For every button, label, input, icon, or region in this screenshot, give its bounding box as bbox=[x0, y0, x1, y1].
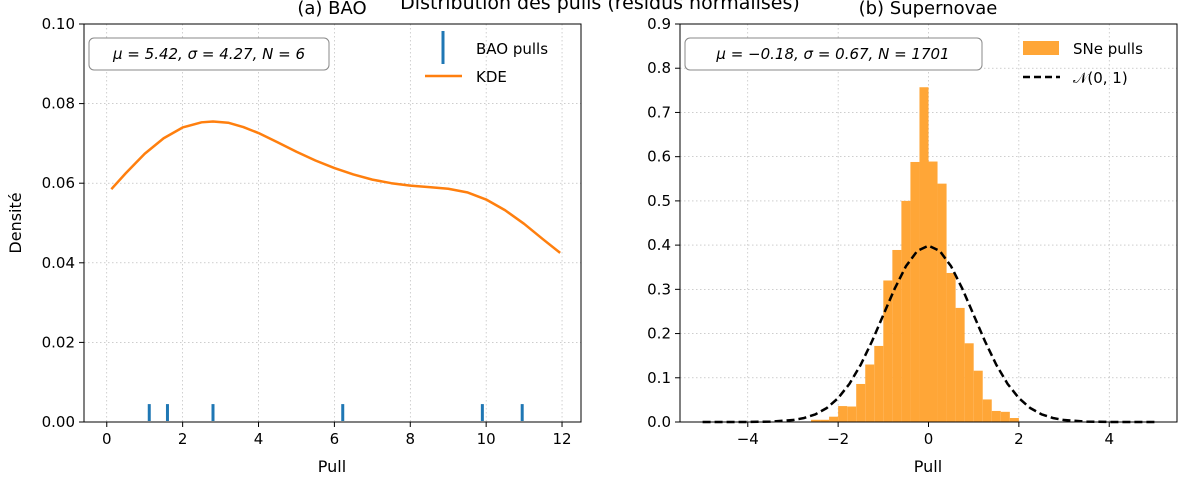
y-tick-label: 0.10 bbox=[42, 15, 75, 33]
histogram-bar bbox=[874, 345, 884, 422]
y-tick-label: 0.5 bbox=[647, 192, 671, 210]
y-tick-label: 0.9 bbox=[647, 15, 671, 33]
y-tick-label: 0.0 bbox=[647, 413, 671, 431]
axes-frame-bao bbox=[83, 23, 582, 423]
histogram-bar bbox=[847, 406, 857, 422]
histogram-bar bbox=[1009, 418, 1019, 422]
histogram-bar bbox=[982, 399, 992, 422]
stats-text-bao: μ = 5.42, σ = 4.27, N = 6 bbox=[112, 45, 305, 63]
y-tick-label: 0.04 bbox=[42, 254, 75, 272]
y-tick-label: 0.4 bbox=[647, 236, 671, 254]
ylabel-bao: Densité bbox=[6, 192, 25, 253]
y-tick-label: 0.7 bbox=[647, 103, 671, 121]
title-bao: (a) BAO bbox=[297, 0, 366, 19]
ticks-bao: 0 2 4 6 8 10 12 0.00 0.02 0.04 0.06 0.08 0.10 bbox=[42, 15, 572, 448]
histogram-bar bbox=[973, 370, 983, 422]
histogram-bar bbox=[838, 406, 848, 422]
y-tick-label: 0.08 bbox=[42, 95, 75, 113]
histogram-bar bbox=[919, 87, 929, 422]
x-tick-label: 6 bbox=[330, 430, 340, 448]
y-tick-label: 0.3 bbox=[647, 280, 671, 298]
x-tick-label: 2 bbox=[178, 430, 188, 448]
ticks-supernovae: −4 −2 0 2 4 0.0 0.1 0.2 0.3 0.4 0.5 0.6 0.7 0.8 0.9 bbox=[647, 15, 1114, 448]
histogram-bar bbox=[946, 272, 956, 422]
stats-text-supernovae: μ = −0.18, σ = 0.67, N = 1701 bbox=[715, 45, 949, 63]
y-tick-label: 0.2 bbox=[647, 325, 671, 343]
histogram-bar bbox=[1000, 411, 1010, 422]
panel-supernovae: −4 −2 0 2 4 0.0 0.1 0.2 0.3 0.4 0.5 0.6 0.7 0.8 0.9 (b… bbox=[647, 0, 1178, 476]
y-tick-label: 0.6 bbox=[647, 148, 671, 166]
y-tick-label: 0.06 bbox=[42, 174, 75, 192]
x-tick-label: 4 bbox=[254, 430, 264, 448]
stats-box-bao-frame bbox=[88, 37, 330, 71]
xlabel-bao: Pull bbox=[318, 457, 346, 476]
histogram-bar bbox=[955, 307, 965, 422]
legend-label-bao-pulls: BAO pulls bbox=[476, 40, 548, 58]
x-tick-label: −4 bbox=[737, 430, 759, 448]
x-tick-label: 10 bbox=[477, 430, 496, 448]
series-line-bao-1 bbox=[110, 120, 561, 254]
histogram-bar bbox=[892, 249, 902, 422]
title-supernovae: (b) Supernovae bbox=[859, 0, 998, 19]
histogram-bar bbox=[964, 343, 974, 422]
legend-label-kde: KDE bbox=[476, 68, 507, 86]
histogram-bar bbox=[820, 419, 830, 422]
legend-bao: BAO pulls KDE bbox=[425, 31, 548, 86]
panel-bao: 0 2 4 6 8 10 12 0.00 0.02 0.04 0.06 0.08 0.10 (a) BA… bbox=[6, 0, 582, 476]
legend-label-normal: 𝒩(0, 1) bbox=[1073, 69, 1128, 87]
stats-box-supernovae-frame bbox=[684, 37, 983, 71]
plot-area-bao bbox=[110, 120, 561, 421]
histogram-bar bbox=[865, 364, 875, 422]
legend-label-sne-pulls: SNe pulls bbox=[1073, 40, 1143, 58]
y-tick-label: 0.00 bbox=[42, 413, 75, 431]
figure-suptitle: Distribution des pulls (résidus normalis… bbox=[400, 0, 800, 14]
histogram-bar bbox=[883, 280, 893, 422]
x-tick-label: 4 bbox=[1104, 430, 1114, 448]
plot-area-supernovae bbox=[702, 87, 1155, 424]
xlabel-supernovae: Pull bbox=[914, 457, 942, 476]
y-tick-label: 0.8 bbox=[647, 59, 671, 77]
histogram-bar bbox=[991, 410, 1001, 422]
histogram-bar bbox=[928, 161, 938, 422]
legend-swatch-sne-pulls bbox=[1023, 41, 1059, 55]
histogram-bar bbox=[856, 383, 866, 422]
x-tick-label: 0 bbox=[924, 430, 934, 448]
y-tick-label: 0.1 bbox=[647, 369, 671, 387]
stats-box-bao: μ = 5.42, σ = 4.27, N = 6 bbox=[88, 37, 330, 71]
stats-box-supernovae: μ = −0.18, σ = 0.67, N = 1701 bbox=[684, 37, 983, 71]
histogram-bar bbox=[937, 183, 947, 422]
x-tick-label: −2 bbox=[827, 430, 849, 448]
x-tick-label: 8 bbox=[406, 430, 416, 448]
legend-supernovae: SNe pulls 𝒩(0, 1) bbox=[1023, 40, 1143, 87]
histogram-bar bbox=[910, 161, 920, 422]
x-tick-label: 2 bbox=[1014, 430, 1024, 448]
x-tick-label: 12 bbox=[552, 430, 571, 448]
histogram-bar bbox=[811, 419, 821, 422]
y-tick-label: 0.02 bbox=[42, 333, 75, 351]
histogram-bar bbox=[829, 416, 839, 422]
histogram-bar bbox=[901, 200, 911, 422]
x-tick-label: 0 bbox=[102, 430, 112, 448]
